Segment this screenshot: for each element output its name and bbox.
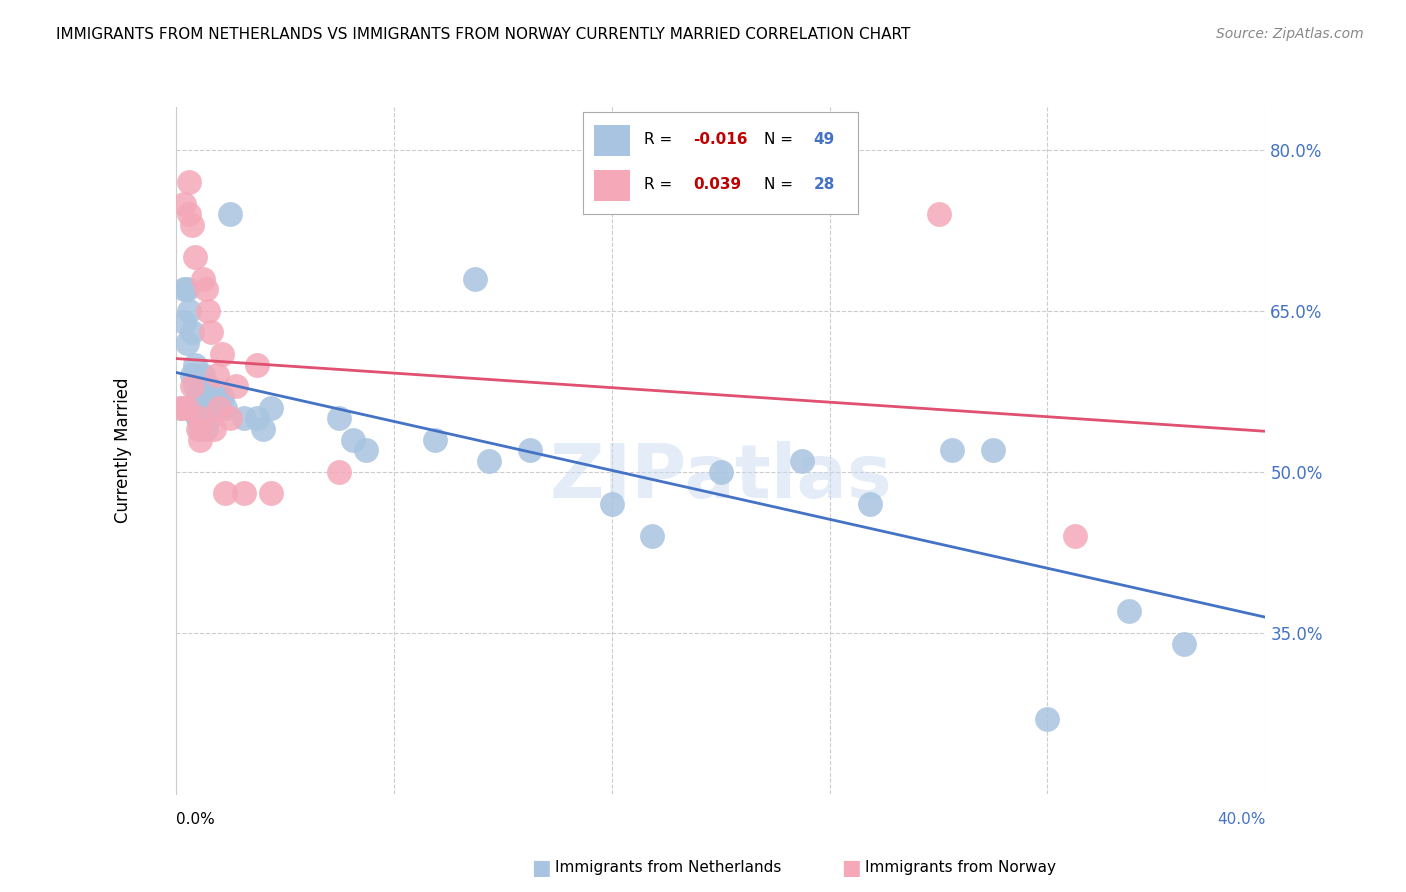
Point xyxy=(184,379,207,393)
Point xyxy=(200,401,222,415)
Point xyxy=(260,401,283,415)
Point xyxy=(173,196,195,211)
Point xyxy=(188,401,211,415)
Point xyxy=(328,465,350,479)
Point xyxy=(211,390,233,404)
Point xyxy=(191,401,214,415)
Point xyxy=(176,336,198,351)
Point xyxy=(179,207,201,221)
Point xyxy=(197,379,219,393)
Point xyxy=(188,422,211,436)
Point xyxy=(186,390,209,404)
Point xyxy=(179,175,201,189)
Point xyxy=(246,411,269,425)
Point xyxy=(214,486,236,500)
Point xyxy=(181,379,204,393)
Text: ■: ■ xyxy=(841,858,860,878)
Text: Currently Married: Currently Married xyxy=(114,377,132,524)
Point xyxy=(519,443,541,458)
Text: -0.016: -0.016 xyxy=(693,132,748,147)
Point xyxy=(342,433,364,447)
Point xyxy=(246,358,269,372)
Text: R =: R = xyxy=(644,178,676,193)
Point xyxy=(219,411,242,425)
Point xyxy=(641,529,664,543)
Point xyxy=(928,207,950,221)
Point xyxy=(181,368,204,383)
Point xyxy=(170,401,193,415)
Point xyxy=(194,422,217,436)
Point xyxy=(252,422,274,436)
Point xyxy=(173,283,195,297)
Point xyxy=(356,443,378,458)
Point xyxy=(859,497,882,511)
Text: Immigrants from Netherlands: Immigrants from Netherlands xyxy=(555,861,782,875)
Text: 40.0%: 40.0% xyxy=(1218,812,1265,827)
Point xyxy=(600,497,623,511)
Point xyxy=(464,271,486,285)
Point xyxy=(214,401,236,415)
Point xyxy=(186,411,209,425)
Point xyxy=(186,422,209,436)
Text: 0.039: 0.039 xyxy=(693,178,741,193)
Bar xyxy=(595,170,630,201)
Point xyxy=(981,443,1004,458)
Point xyxy=(194,390,217,404)
Text: 0.0%: 0.0% xyxy=(176,812,215,827)
Point xyxy=(197,411,219,425)
Point xyxy=(181,218,204,232)
Text: 49: 49 xyxy=(814,132,835,147)
Point xyxy=(188,433,211,447)
Point xyxy=(1036,712,1059,726)
Point xyxy=(423,433,446,447)
Point xyxy=(328,411,350,425)
Point xyxy=(232,411,254,425)
Text: 28: 28 xyxy=(814,178,835,193)
Text: Immigrants from Norway: Immigrants from Norway xyxy=(865,861,1056,875)
Point xyxy=(173,315,195,329)
Point xyxy=(232,486,254,500)
Point xyxy=(792,454,814,468)
Point xyxy=(941,443,963,458)
Point xyxy=(1173,637,1195,651)
Point xyxy=(260,486,283,500)
Point xyxy=(176,401,198,415)
Text: ZIPatlas: ZIPatlas xyxy=(550,442,891,515)
Point xyxy=(186,411,209,425)
Point xyxy=(205,368,228,383)
Point xyxy=(200,326,222,340)
Point xyxy=(184,250,207,264)
Point xyxy=(225,379,247,393)
Point xyxy=(478,454,501,468)
Point xyxy=(197,304,219,318)
Point xyxy=(194,283,217,297)
Text: IMMIGRANTS FROM NETHERLANDS VS IMMIGRANTS FROM NORWAY CURRENTLY MARRIED CORRELAT: IMMIGRANTS FROM NETHERLANDS VS IMMIGRANT… xyxy=(56,27,911,42)
Text: ■: ■ xyxy=(531,858,551,878)
Text: R =: R = xyxy=(644,132,676,147)
Point xyxy=(1063,529,1085,543)
Point xyxy=(205,390,228,404)
Point xyxy=(184,358,207,372)
Text: N =: N = xyxy=(765,132,799,147)
Point xyxy=(191,368,214,383)
Point xyxy=(208,401,231,415)
Text: Source: ZipAtlas.com: Source: ZipAtlas.com xyxy=(1216,27,1364,41)
Point xyxy=(219,207,242,221)
Point xyxy=(1118,604,1140,618)
Bar xyxy=(595,125,630,155)
Text: N =: N = xyxy=(765,178,799,193)
Point xyxy=(191,271,214,285)
Point xyxy=(188,411,211,425)
Point xyxy=(170,401,193,415)
Point xyxy=(179,304,201,318)
Point xyxy=(710,465,733,479)
Point xyxy=(184,401,207,415)
Point xyxy=(211,347,233,361)
Point xyxy=(176,283,198,297)
Point xyxy=(202,390,225,404)
Point xyxy=(202,422,225,436)
Point xyxy=(181,326,204,340)
